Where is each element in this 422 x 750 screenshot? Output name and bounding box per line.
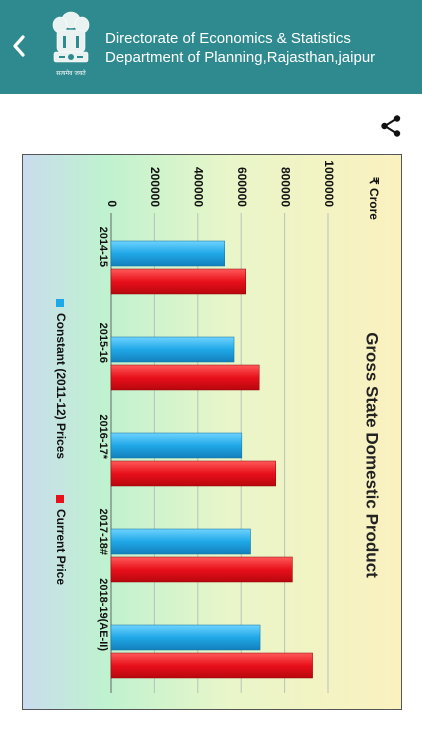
y-tick-label: 200000 [148, 167, 162, 207]
gsdp-bar-chart: 0 200000 400000 600000 800000 1000000 ₹ Crore G… [23, 155, 401, 709]
legend-label: Constant (2011-12) Prices [54, 313, 68, 459]
header-title: Directorate of Economics & Statistics De… [105, 29, 375, 67]
legend-swatch-constant [56, 299, 64, 307]
category-label: 2014-15 [97, 227, 109, 267]
y-tick-label: 400000 [192, 167, 206, 207]
bar-current-price [110, 652, 313, 679]
category-label: 2016-17* [97, 414, 109, 459]
bar-current-price [110, 556, 293, 583]
y-tick-label: 1000000 [322, 160, 336, 207]
back-button[interactable] [2, 24, 36, 68]
category-label: 2018-19(AE-II) [97, 578, 109, 651]
state-emblem-logo: सत्यमेव जयते [49, 8, 93, 82]
y-axis-label: ₹ Crore [367, 177, 381, 220]
y-tick-label: 800000 [278, 167, 292, 207]
y-tick-label: 600000 [235, 167, 249, 207]
category-label: 2015-16 [97, 323, 109, 363]
bar-constant-prices [110, 240, 225, 267]
bar-current-price [110, 460, 276, 487]
share-button[interactable] [377, 112, 405, 140]
header-title-line2: Department of Planning,Rajasthan,jaipur [105, 49, 376, 66]
legend-label: Current Price [54, 509, 68, 585]
header-title-line1: Directorate of Economics & Statistics [105, 30, 351, 47]
chart-title: Gross State Domestic Product [363, 332, 382, 578]
share-icon [381, 115, 401, 137]
y-tick-label: 0 [105, 200, 119, 207]
bar-current-price [110, 364, 260, 391]
chevron-left-icon [13, 35, 25, 57]
category-label: 2017-18# [97, 509, 109, 556]
bar-constant-prices [110, 432, 243, 459]
emblem-caption: सत्यमेव जयते [56, 69, 86, 77]
gsdp-chart-image: 0 200000 400000 600000 800000 1000000 ₹ Crore G… [22, 154, 402, 710]
bar-constant-prices [110, 336, 235, 363]
bar-constant-prices [110, 528, 251, 555]
legend-swatch-current [56, 495, 64, 503]
bar-current-price [110, 268, 247, 295]
bar-constant-prices [110, 624, 261, 651]
app-header: सत्यमेव जयते Directorate of Economics & … [0, 0, 422, 94]
